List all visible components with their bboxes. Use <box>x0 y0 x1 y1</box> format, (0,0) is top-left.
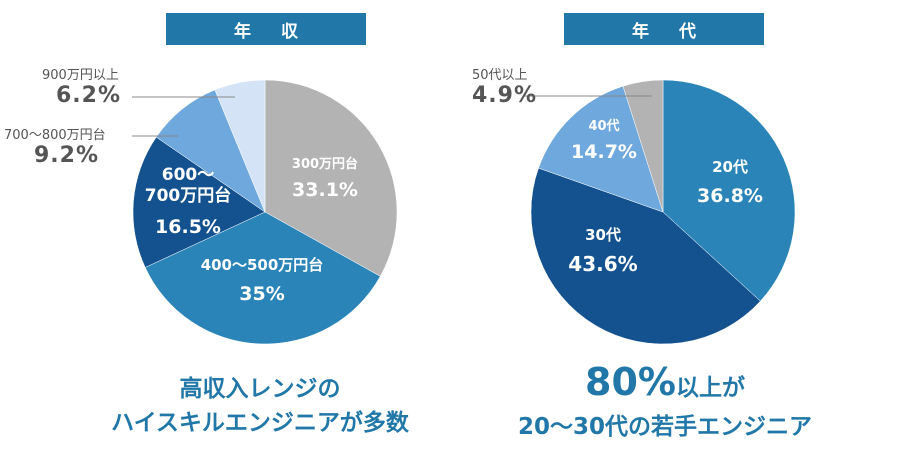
income-pie: 300万円台 33.1% 400〜500万円台 35% 600〜700万円台 16.5% <box>132 79 398 345</box>
age-caption-line2: 20〜30代の若手エンジニア <box>517 414 812 440</box>
income-caption-line1: 高収入レンジの <box>179 376 341 402</box>
callout-900-plus-label: 900万円以上 <box>42 68 119 83</box>
income-slice-label-2-0: 600〜 <box>162 165 215 185</box>
age-chart-header: 年 代 <box>564 13 764 45</box>
income-slice-value-2: 16.5% <box>155 216 221 238</box>
age-slice-3 <box>622 79 664 213</box>
callout-900-plus-value: 6.2% <box>56 83 122 108</box>
age-caption-rest: 以上が <box>675 375 745 401</box>
age-slice-value-0: 36.8% <box>697 185 763 207</box>
income-slice-1 <box>144 211 381 345</box>
income-caption-line2: ハイスキルエンジニアが多数 <box>111 410 409 436</box>
age-slice-label-0-0: 20代 <box>712 158 748 176</box>
age-slice-0 <box>662 79 796 302</box>
income-slice-4 <box>214 79 266 213</box>
callout-900-plus: 900万円以上 6.2% <box>42 64 121 108</box>
income-slice-0 <box>264 79 398 277</box>
income-chart-header: 年 収 <box>166 13 366 45</box>
callout-50s-label: 50代以上 <box>472 68 528 83</box>
age-caption: 80%以上が 20〜30代の若手エンジニア <box>470 360 860 444</box>
age-caption-big: 80% <box>585 360 676 404</box>
income-slice-label-1-0: 400〜500万円台 <box>201 256 324 274</box>
callout-700-800-label: 700〜800万円台 <box>4 128 106 143</box>
income-slice-label-0-0: 300万円台 <box>292 156 358 172</box>
age-pie: 20代 36.8% 30代 43.6% 40代 14.7% <box>524 79 796 345</box>
income-slice-value-1: 35% <box>239 283 284 305</box>
age-slice-label-2-0: 40代 <box>588 118 619 134</box>
age-slice-label-1-0: 30代 <box>585 226 621 244</box>
callout-50s: 50代以上 4.9% <box>472 64 537 108</box>
income-caption: 高収入レンジの ハイスキルエンジニアが多数 <box>60 372 460 440</box>
callout-50s-value: 4.9% <box>472 83 538 108</box>
income-slice-value-0: 33.1% <box>292 179 358 201</box>
income-slice-label-2-1: 700万円台 <box>145 185 232 206</box>
income-slice-2 <box>132 136 266 268</box>
callout-700-800-value: 9.2% <box>34 143 100 168</box>
age-slice-value-1: 43.6% <box>568 252 637 276</box>
age-slice-value-2: 14.7% <box>571 141 637 163</box>
age-slice-2 <box>538 85 664 213</box>
age-caption-line1: 80%以上が <box>470 360 860 410</box>
callout-700-800: 700〜800万円台 9.2% <box>4 124 106 168</box>
age-slice-1 <box>530 167 761 345</box>
